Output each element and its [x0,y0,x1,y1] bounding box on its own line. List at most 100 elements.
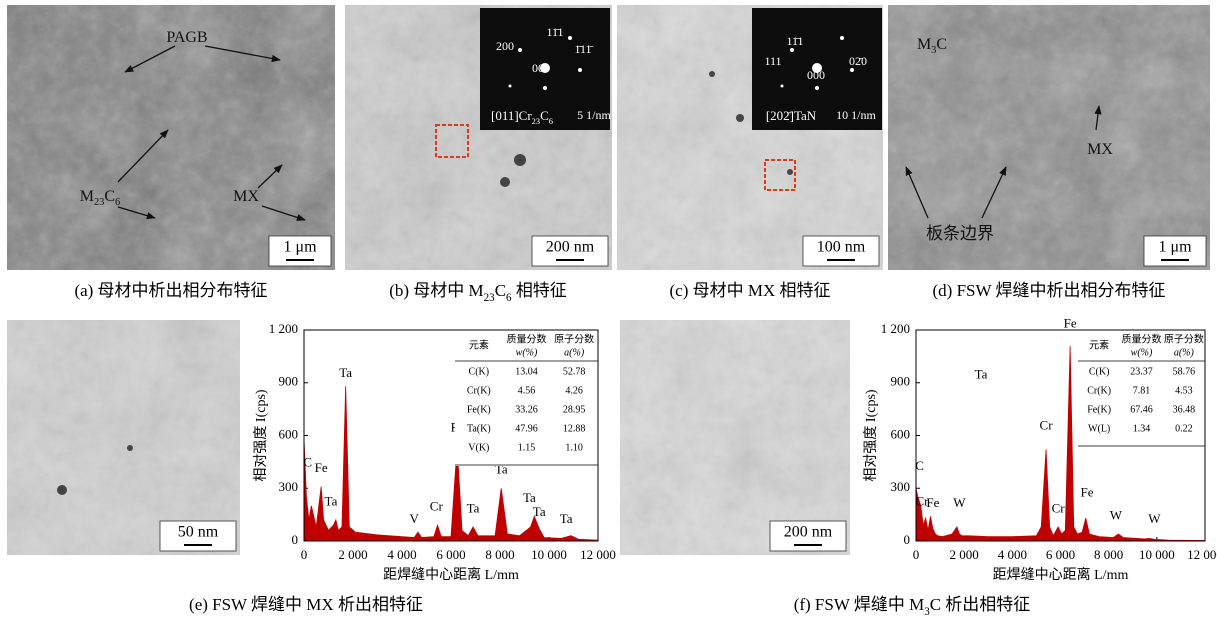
annotation-label: [202̄]TaN [766,108,817,123]
caption: (d) FSW 焊缝中析出相分布特征 [933,281,1166,300]
table-cell: 4.53 [1175,385,1193,396]
text-part: [202̄]TaN [766,108,817,123]
table-cell: Fe(K) [467,404,491,415]
table-header: 元素 [469,338,489,351]
particle [514,154,526,166]
x-tick-label: 10 000 [531,547,567,562]
table-cell: 1.34 [1133,423,1151,434]
text-part: (b) 母材中 M [389,281,483,300]
text-part: 000 [532,61,550,75]
y-tick-label: 900 [279,374,299,389]
peak-label: Fe [1080,485,1093,500]
table-header-unit: a(%) [1174,347,1195,358]
text-part: C [104,188,115,205]
particle [709,71,715,77]
peak-label: Fe [1064,316,1077,331]
y-tick-label: 600 [891,426,911,441]
text-part: 02̄0 [849,54,867,68]
diffraction-spot [781,85,784,88]
scale-bar-label: 50 nm [178,524,219,541]
annotation-label: MX [233,188,259,205]
table-cell: 0.22 [1175,423,1193,434]
subscript: 6 [115,197,120,208]
diffraction-spot [790,48,794,52]
peak-label: Cr [1052,500,1066,515]
particle [500,177,510,187]
figure: (a) 母材中析出相分布特征 1 μm (b) 母材中 M23C6 相特征 200 n… [0,0,1217,617]
annotation-label: 11̄1 [786,34,803,48]
x-tick-label: 0 [301,547,308,562]
table-cell: Cr(K) [1087,385,1111,396]
y-axis-label: 相对强度 I(cps) [863,389,879,481]
caption: (f) FSW 焊缝中 M3C 析出相特征 [794,595,1031,617]
micrograph-texture [7,320,240,555]
table-cell: 28.95 [563,404,586,415]
page: (a) 母材中析出相分布特征 1 μm (b) 母材中 M23C6 相特征 200 n… [0,0,1217,617]
table-cell: W(L) [1088,423,1110,434]
scale-bar-label: 200 nm [546,239,595,256]
text-part: [011]Cr [491,108,532,123]
y-tick-label: 1 200 [881,321,910,336]
annotation-label: 000 [807,68,825,82]
x-tick-label: 8 000 [1094,547,1123,562]
particle [57,485,67,495]
diffraction-spot [850,68,854,72]
text-part: M [917,36,931,53]
text-part: (a) 母材中析出相分布特征 [74,281,267,300]
y-tick-label: 300 [279,479,299,494]
y-tick-label: 600 [279,426,299,441]
particle [736,114,744,122]
peak-label: Ta [523,490,536,505]
table-cell: 1.10 [565,442,583,453]
table-cell: 23.37 [1130,366,1153,377]
peak-label: Cr [1040,418,1054,433]
caption: (b) 母材中 M23C6 相特征 [389,281,567,304]
x-tick-label: 10 000 [1139,547,1175,562]
annotation-label: 11̄1 [546,25,563,39]
table-cell: V(K) [468,442,489,453]
text-part: MX [233,188,259,205]
text-part: 200 [496,39,514,53]
y-tick-label: 300 [891,479,911,494]
annotation-label: 板条边界 [926,224,994,243]
text-part: 11̄1 [546,25,563,39]
text-part: 1̄11̄ [574,42,593,56]
peak-label: Ta [467,500,480,515]
diffraction-spot [509,85,512,88]
scale-bar-label: 1 μm [283,239,317,256]
peak-label: Fe [315,460,328,475]
subscript: 6 [549,116,553,126]
text-part: C 析出相特征 [930,595,1031,614]
text-part: (c) 母材中 MX 相特征 [669,281,830,300]
table-cell: 4.56 [518,385,536,396]
text-part: 5 1/nm [577,108,611,122]
x-tick-label: 6 000 [436,547,465,562]
x-tick-label: 8 000 [485,547,514,562]
table-header-unit: a(%) [564,347,585,358]
table-cell: 7.81 [1133,385,1151,396]
peak-label: Ta [325,493,338,508]
annotation-label: 5 1/nm [577,108,611,122]
text-part: MX [1087,141,1113,158]
y-tick-label: 900 [891,374,911,389]
text-part: 11̄1 [786,34,803,48]
annotation-label: PAGB [166,29,207,46]
peak-label: Ta [560,511,573,526]
table-header: 质量分数 [1122,332,1162,345]
micrograph-texture [620,320,850,555]
text-part: 板条边界 [926,224,994,243]
subscript: 23 [484,292,496,304]
text-part: C [495,281,506,300]
particle [787,169,793,175]
diffraction-spot [543,86,547,90]
peak-label: Ta [975,367,988,382]
peak-label: Ta [339,365,352,380]
annotation-label: 200 [496,39,514,53]
particle [127,445,133,451]
peak-label: Cr [430,499,444,514]
text-part: (d) FSW 焊缝中析出相分布特征 [933,281,1166,300]
y-tick-label: 0 [904,532,911,547]
annotation-label: MX [1087,141,1113,158]
scale-bar-label: 200 nm [784,524,833,541]
caption: (a) 母材中析出相分布特征 [74,281,267,300]
